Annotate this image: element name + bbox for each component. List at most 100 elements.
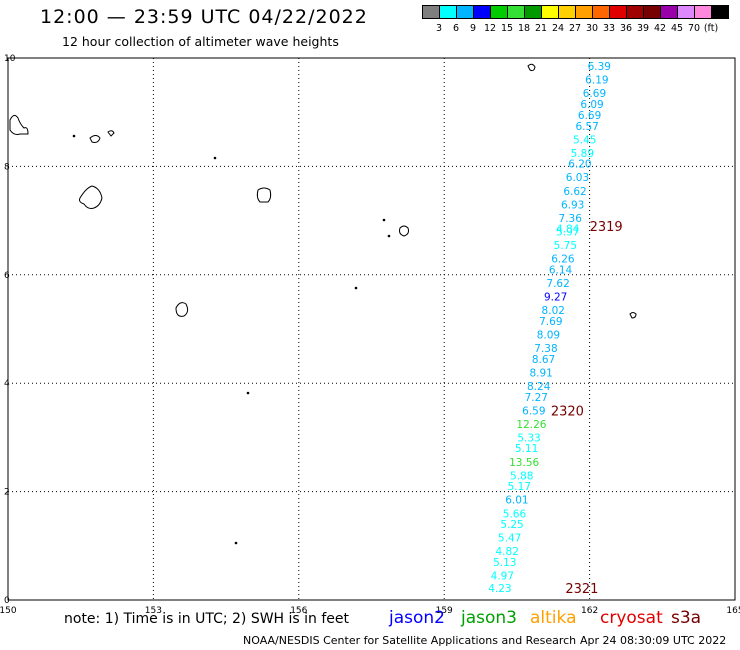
x-tick-label: 153 [145, 606, 162, 616]
track-reading: 5.33 [517, 432, 540, 444]
legend-label: 39 [636, 23, 650, 34]
track-reading: 6.09 [580, 99, 603, 111]
island-outline [79, 185, 103, 209]
track-reading: 5.11 [515, 443, 538, 455]
credit-line: NOAA/NESDIS Center for Satellite Applica… [243, 634, 577, 647]
track-reading: 4.82 [496, 546, 519, 558]
legend-label: 36 [619, 23, 633, 34]
satellite-jason2: jason2 [389, 608, 445, 628]
legend-label: 45 [670, 23, 684, 34]
island-dot [246, 391, 250, 395]
y-tick-label: 0 [4, 596, 10, 606]
track-reading: 5.75 [554, 240, 577, 252]
track-reading: 5.13 [493, 557, 516, 569]
legend-label: 6 [452, 23, 460, 34]
island-dot [213, 156, 217, 160]
x-tick-label: 159 [436, 606, 453, 616]
track-reading: 4.84 [556, 224, 580, 236]
pass-time-label: 2321 [565, 582, 598, 597]
track-reading: 5.89 [571, 148, 594, 160]
x-tick-label: 165 [726, 606, 740, 616]
track-reading: 5.66 [503, 508, 527, 520]
track-reading: 7.36 [559, 213, 583, 225]
track-reading: 5.88 [510, 470, 533, 482]
legend-label: 21 [534, 23, 548, 34]
track-reading: 6.39 [588, 61, 611, 73]
y-tick-label: 4 [4, 379, 10, 389]
legend-label: 30 [585, 23, 599, 34]
track-reading: 4.23 [488, 583, 511, 595]
pass-time-label: 2319 [590, 220, 623, 235]
legend-label: (ft) [703, 23, 719, 34]
track-reading: 7.27 [525, 392, 548, 404]
track-reading: 6.62 [563, 186, 586, 198]
map-frame [7, 57, 736, 601]
page-subtitle: 12 hour collection of altimeter wave hei… [62, 34, 339, 49]
satellite-s3a: s3a [671, 608, 702, 628]
legend-label: 27 [568, 23, 582, 34]
satellite-cryosat: cryosat [600, 608, 663, 628]
legend-label: 70 [687, 23, 701, 34]
generated-timestamp: Apr 24 08:30:09 UTC 2022 [580, 634, 727, 647]
legend-label: 24 [551, 23, 565, 34]
x-tick-label: 162 [581, 606, 598, 616]
track-reading: 4.97 [491, 571, 514, 583]
y-tick-label: 8 [4, 162, 10, 172]
track-reading: 9.27 [544, 291, 567, 303]
track-reading: 6.69 [583, 88, 606, 100]
track-reading: 8.67 [532, 354, 555, 366]
track-reading: 8.91 [529, 367, 552, 379]
track-reading: 7.62 [546, 278, 569, 290]
track-reading: 13.56 [509, 457, 539, 469]
legend-label: 12 [483, 23, 497, 34]
island-dot [354, 286, 358, 290]
track-reading: 5.97 [556, 226, 579, 238]
track-reading: 6.03 [566, 172, 589, 184]
y-tick-label: 10 [4, 54, 16, 64]
track-reading: 8.09 [537, 329, 560, 341]
island-outline [527, 63, 536, 72]
legend-label: 15 [500, 23, 514, 34]
track-reading: 6.93 [561, 199, 584, 211]
track-reading: 6.20 [568, 159, 591, 171]
legend-label: 42 [653, 23, 667, 34]
track-reading: 8.24 [527, 381, 551, 393]
legend-label: 33 [602, 23, 616, 34]
island-outline [107, 130, 115, 137]
legend-label: 18 [517, 23, 531, 34]
track-reading: 8.02 [542, 305, 565, 317]
legend-swatch [711, 5, 729, 19]
island-outline [629, 312, 637, 319]
y-tick-label: 2 [4, 488, 10, 498]
satellite-jason3: jason3 [461, 608, 517, 628]
island-dot [382, 218, 386, 222]
island-dot [234, 541, 238, 545]
island-outline [256, 187, 272, 203]
track-reading: 6.19 [585, 75, 608, 87]
track-reading: 6.14 [549, 264, 573, 276]
track-reading: 5.47 [498, 533, 521, 545]
track-reading: 6.57 [575, 121, 598, 133]
track-reading: 5.25 [500, 519, 523, 531]
page-title: 12:00 — 23:59 UTC 04/22/2022 [40, 6, 368, 28]
track-reading: 7.69 [539, 316, 562, 328]
y-tick-label: 6 [4, 271, 10, 281]
legend-label: 9 [469, 23, 477, 34]
track-reading: 6.69 [578, 110, 601, 122]
legend-label: 3 [435, 23, 443, 34]
satellite-altika: altika [530, 608, 577, 628]
island-outline [9, 114, 29, 135]
track-reading: 6.26 [551, 254, 575, 266]
island-dot [72, 134, 76, 138]
track-reading: 12.26 [516, 419, 546, 431]
x-tick-label: 156 [290, 606, 307, 616]
island-outline [89, 135, 101, 143]
island-dot [387, 234, 391, 238]
island-outline [399, 225, 409, 237]
footer-note: note: 1) Time is in UTC; 2) SWH is in fe… [64, 611, 350, 627]
island-outline [175, 302, 189, 317]
track-reading: 5.45 [573, 134, 596, 146]
pass-time-label: 2320 [551, 404, 584, 419]
track-reading: 5.17 [508, 481, 531, 493]
